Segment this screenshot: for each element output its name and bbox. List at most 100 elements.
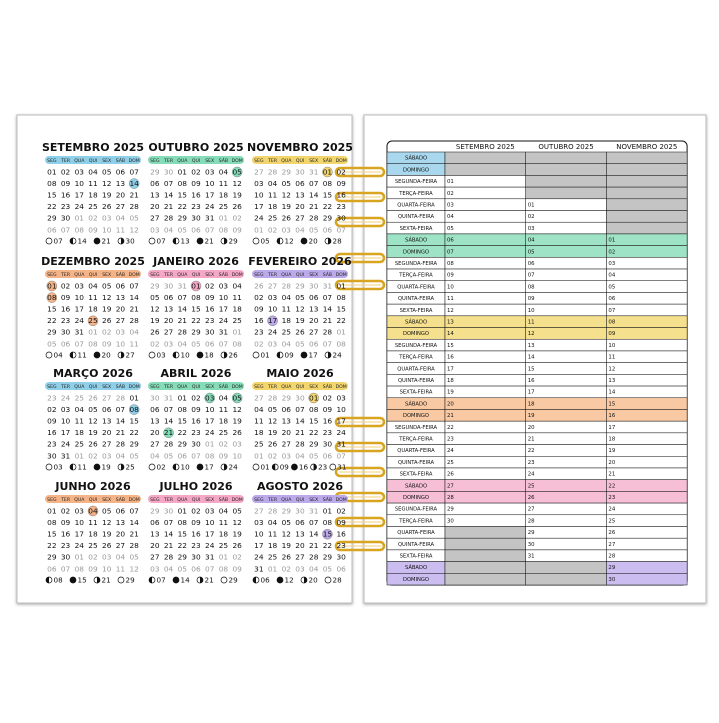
day-number: 20 [150, 202, 160, 211]
day-number: 14 [164, 530, 174, 539]
day-number: 06 [309, 293, 319, 302]
day-number: 03 [254, 518, 264, 527]
month-title: OUTUBRO 2025 [148, 141, 243, 154]
cell-day: 01 [528, 202, 535, 208]
month-title: NOVEMBRO 2025 [247, 141, 353, 154]
day-number: 12 [232, 518, 241, 527]
table-cell [444, 280, 526, 293]
day-number: 17 [61, 428, 71, 437]
day-number: 09 [336, 518, 346, 527]
day-number: 06 [309, 339, 319, 348]
day-number: 11 [116, 564, 126, 573]
day-number: 01 [178, 506, 188, 515]
cell-day: 08 [447, 261, 454, 267]
weekday-label: QUI [89, 497, 97, 503]
day-number: 23 [47, 440, 57, 449]
table-cell [525, 327, 607, 340]
moon-half [224, 352, 227, 358]
day-number: 04 [178, 339, 188, 348]
moon-half [313, 464, 317, 470]
day-number: 12 [282, 191, 291, 200]
day-number: 24 [205, 541, 215, 550]
day-number: 16 [191, 191, 201, 200]
day-number: 20 [164, 316, 174, 325]
day-number: 11 [88, 518, 98, 527]
day-number: 11 [88, 293, 98, 302]
day-number: 11 [232, 293, 242, 302]
row-label: QUARTA-FEIRA [397, 284, 435, 290]
table-cell [606, 573, 688, 586]
cell-day: 30 [608, 577, 615, 583]
table-cell [606, 198, 688, 211]
moon-day: 20 [309, 575, 319, 584]
weekday-bar [252, 495, 348, 503]
holiday-mark [46, 280, 58, 292]
day-number: 22 [47, 316, 56, 325]
day-number: 17 [75, 191, 85, 200]
weekday-label: DOM [336, 497, 347, 503]
day-number: 03 [150, 225, 160, 234]
day-number: 31 [205, 214, 215, 223]
cell-day: 14 [528, 355, 535, 361]
weekday-label: QUI [89, 384, 97, 390]
day-number: 20 [295, 202, 305, 211]
day-number: 31 [205, 553, 215, 562]
day-number: 24 [75, 202, 85, 211]
day-number: 07 [323, 339, 333, 348]
day-number: 01 [47, 506, 57, 515]
row-label: SEXTA-FEIRA [400, 472, 433, 478]
day-number: 29 [178, 553, 188, 562]
day-number: 02 [336, 506, 345, 515]
row-label: DOMINGO [403, 331, 429, 337]
day-number: 10 [116, 339, 126, 348]
table-cell [444, 175, 526, 188]
day-number: 28 [268, 506, 278, 515]
moon-icon [172, 576, 180, 584]
moon-day: 25 [126, 462, 135, 471]
month-title: JULHO 2026 [158, 480, 232, 493]
day-number: 04 [219, 506, 229, 515]
day-number: 26 [88, 440, 98, 449]
row-label: QUINTA-FEIRA [398, 378, 435, 384]
row-label: SÁBADO [405, 400, 427, 407]
day-number: 06 [178, 451, 188, 460]
weekday-label: QUI [89, 158, 97, 164]
day-number: 19 [295, 316, 305, 325]
table-cell [444, 479, 526, 492]
table-cell [525, 514, 607, 527]
day-number: 05 [102, 281, 112, 290]
day-number: 19 [232, 191, 242, 200]
moon-day: 01 [261, 462, 270, 471]
table-cell [525, 350, 607, 363]
day-number: 02 [102, 328, 111, 337]
day-number: 02 [323, 393, 332, 402]
moon-icon [93, 463, 101, 471]
day-number: 27 [150, 440, 160, 449]
day-number: 28 [129, 541, 139, 550]
day-number: 03 [61, 405, 71, 414]
day-number: 14 [129, 179, 139, 188]
day-number: 30 [336, 214, 346, 223]
day-number: 25 [282, 328, 292, 337]
table-cell [525, 374, 607, 387]
table-cell [444, 549, 526, 562]
day-number: 04 [282, 339, 292, 348]
cell-day: 22 [447, 425, 454, 431]
day-number: 01 [75, 553, 85, 562]
weekday-label: SÁB [116, 383, 125, 390]
row-label: QUINTA-FEIRA [398, 460, 435, 466]
day-number: 24 [61, 393, 71, 402]
day-number: 17 [75, 305, 85, 314]
day-number: 17 [219, 305, 229, 314]
cell-day: 24 [528, 472, 535, 478]
moon-day: 12 [285, 575, 294, 584]
day-number: 05 [129, 451, 139, 460]
day-number: 05 [232, 506, 242, 515]
cell-day: 22 [608, 483, 615, 489]
moon-icon [276, 576, 284, 584]
month-title: MARÇO 2026 [53, 367, 133, 380]
cell-day: 09 [608, 331, 615, 337]
day-number: 14 [164, 191, 174, 200]
day-number: 02 [336, 167, 345, 176]
day-number: 14 [323, 305, 333, 314]
